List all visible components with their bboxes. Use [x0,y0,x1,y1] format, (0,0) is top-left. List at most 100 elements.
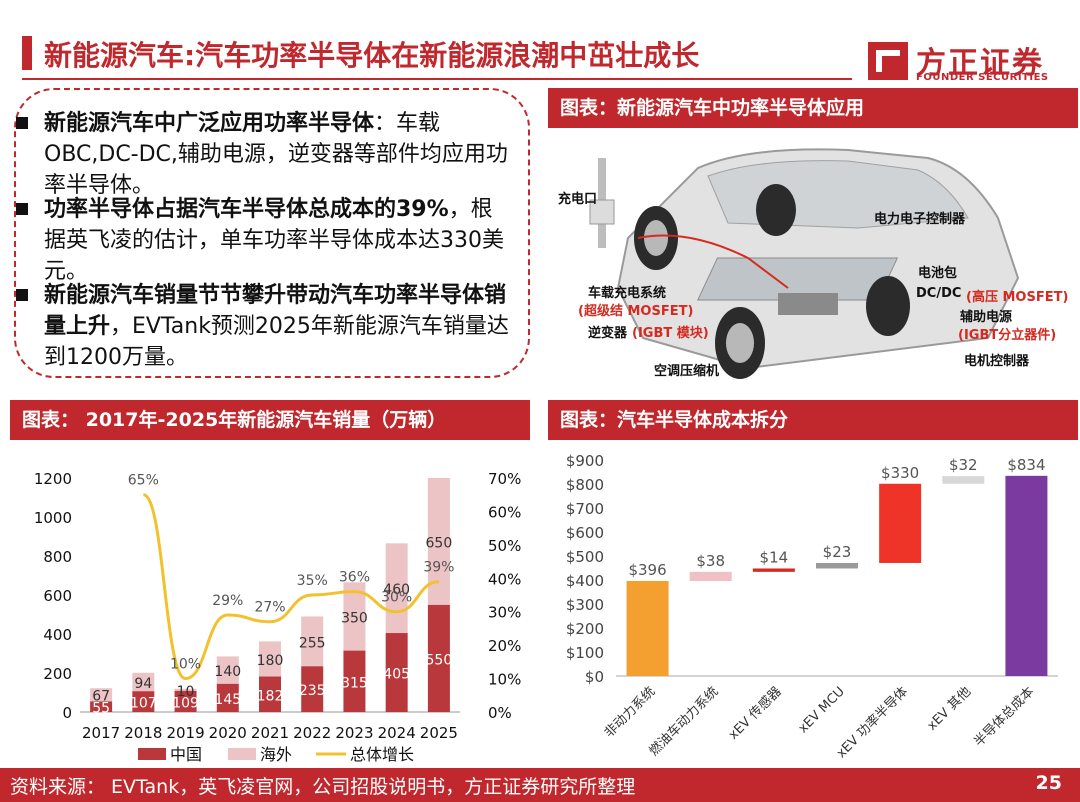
x-tick-label: 非动力系统 [602,684,659,741]
waterfall-bar [689,571,732,581]
y2-tick-label: 50% [488,537,521,555]
bullet-text: ，根据英飞凌的估计，单车功率半导体成本达330美元。 [44,197,504,284]
y-tick-label: $300 [566,596,604,614]
bullet-square-icon [16,203,28,215]
y-tick-label: $0 [585,668,604,686]
y-tick-label: 1200 [34,470,72,488]
growth-line [142,493,440,681]
bar-china [427,604,450,712]
data-label-overseas: 460 [383,582,410,598]
waterfall-bar [752,568,795,572]
legend-swatch-china [138,748,166,760]
data-label-overseas: 140 [214,664,241,680]
founder-logo-icon [868,42,908,80]
bullet-square-icon [16,289,28,301]
x-tick-label: xEV 其他 [925,684,974,733]
x-tick-label: 2019 [166,724,204,742]
bullet-item: 功率半导体占据汽车半导体总成本的39%，根据英飞凌的估计，单车功率半导体成本达3… [16,194,514,287]
bar-overseas [90,688,113,702]
data-label-overseas: 67 [92,689,110,705]
bullet-bold: 新能源汽车中广泛应用功率半导体 [44,111,375,136]
title-underline [22,78,852,80]
bullet-square-icon [16,117,28,129]
label-obc: 车载充电系统 [588,286,667,301]
bar-china [301,666,324,712]
bullet-box [14,88,530,378]
bar-overseas [427,478,450,605]
data-label: $14 [760,548,789,566]
bar-china [90,701,113,712]
data-label: $330 [881,464,919,482]
bar-china [174,690,197,712]
cost-chart-header: 图表：汽车半导体成本拆分 [548,400,1078,440]
label-inverter: 逆变器 [588,326,628,341]
data-label: $32 [949,456,978,474]
y2-tick-label: 0% [488,704,512,722]
label-charge-port: 充电口 [558,192,598,207]
label-inverter-note: (IGBT 模块) [632,326,709,341]
bullet-item: 新能源汽车中广泛应用功率半导体：车载OBC,DC-DC,辅助电源，逆变器等部件均… [16,108,514,201]
data-label: $23 [823,543,852,561]
growth-label: 10% [170,657,201,673]
data-label-china: 109 [172,695,199,711]
x-tick-label: 2020 [209,724,247,742]
y-tick-label: $900 [566,452,604,470]
bullet-bold: 功率半导体占据汽车半导体总成本的39% [44,197,449,222]
bar-china [343,650,366,712]
label-power-controller: 电力电子控制器 [874,212,966,227]
data-label: $834 [1007,456,1045,474]
label-aux-power: 辅助电源 [960,310,1013,325]
bar-china [259,676,281,712]
title-accent-bar [22,36,32,70]
data-label-overseas: 10 [177,684,195,700]
y-tick-label: 0 [62,704,72,722]
y2-tick-label: 60% [488,503,521,521]
sales-chart-header: 图表： 2017年-2025年新能源汽车销量（万辆） [10,400,530,440]
bar-china [216,683,239,712]
data-label-china: 182 [257,688,284,704]
data-label-china: 55 [92,701,110,717]
x-tick-label: 2023 [335,724,373,742]
growth-label: 65% [128,473,159,489]
waterfall-bar [879,483,922,563]
bar-overseas [259,641,281,677]
car-illustration [589,148,1020,379]
label-obc-note: (超级结 MOSFET) [578,304,694,319]
x-tick-label: 半导体总成本 [971,684,1037,750]
data-label-overseas: 94 [134,676,152,692]
bar-overseas [132,672,155,692]
y-tick-label: $100 [566,644,604,662]
data-label-china: 107 [130,696,157,712]
x-tick-label: 2022 [293,724,331,742]
label-dcdc-note: (高压 MOSFET) [966,290,1069,305]
y-tick-label: $700 [566,500,604,518]
data-label-china: 145 [214,692,241,708]
x-tick-label: 2024 [378,724,416,742]
x-tick-label: 2017 [82,724,120,742]
growth-label: 39% [423,560,454,576]
bar-china [385,633,408,712]
legend-label-growth: 总体增长 [350,745,414,764]
data-label-overseas: 650 [426,535,453,551]
y-tick-label: $500 [566,548,604,566]
x-tick-label: xEV MCU [796,684,848,736]
y-tick-label: $200 [566,620,604,638]
footer-bar [0,768,1080,802]
cost-chart: $0 $100 $200 $300 $400 $500 $600 $700 $800 $900 $3… [566,452,1058,761]
data-label: $38 [696,552,725,570]
data-label-overseas: 350 [341,610,368,626]
x-tick-label: 2025 [420,724,458,742]
waterfall-bar [626,580,669,676]
bar-overseas [301,616,324,667]
growth-label: 36% [339,570,370,586]
data-label-china: 315 [341,675,368,691]
y-tick-label: $600 [566,524,604,542]
sales-chart: 0 200 400 600 800 1000 1200 0% 10% 20% 30% 40% 50% 60… [34,470,522,764]
bullet-bold: 新能源汽车销量节节攀升带动汽车功率半导体销量上升 [44,283,507,339]
waterfall-bar [1005,475,1048,676]
y2-tick-label: 40% [488,570,521,588]
page-number: 25 [1035,772,1062,794]
label-ac-compressor: 空调压缩机 [654,364,720,379]
y-tick-label: 1000 [34,509,72,527]
data-label-china: 235 [299,683,326,699]
